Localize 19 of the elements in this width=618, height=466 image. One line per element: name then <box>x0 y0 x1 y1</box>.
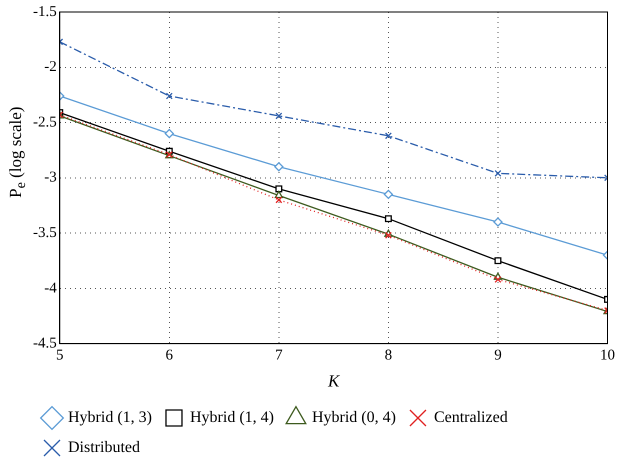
x-axis-title: K <box>326 371 341 390</box>
x-tick-label: 9 <box>494 348 502 364</box>
x-tick-label: 10 <box>600 348 615 364</box>
x-tick-label: 7 <box>275 348 284 364</box>
x-tick-label: 5 <box>56 348 64 364</box>
legend-label: Hybrid (1, 3) <box>68 409 152 426</box>
x-tick-label: 6 <box>166 348 174 364</box>
y-tick-label: -2.5 <box>32 114 57 130</box>
y-tick-label: -3 <box>44 170 57 186</box>
y-tick-label: -1.5 <box>32 4 57 20</box>
x-tick-label: 8 <box>384 348 392 364</box>
y-tick-label: -4.5 <box>32 336 57 352</box>
y-tick-label: -3.5 <box>32 225 57 242</box>
y-tick-label: -2 <box>44 59 57 76</box>
y-tick-label: -4 <box>44 280 58 296</box>
legend-label: Centralized <box>434 409 508 426</box>
legend-label: Distributed <box>68 439 140 456</box>
legend-label: Hybrid (1, 4) <box>190 409 274 426</box>
legend-label: Hybrid (0, 4) <box>312 409 396 426</box>
